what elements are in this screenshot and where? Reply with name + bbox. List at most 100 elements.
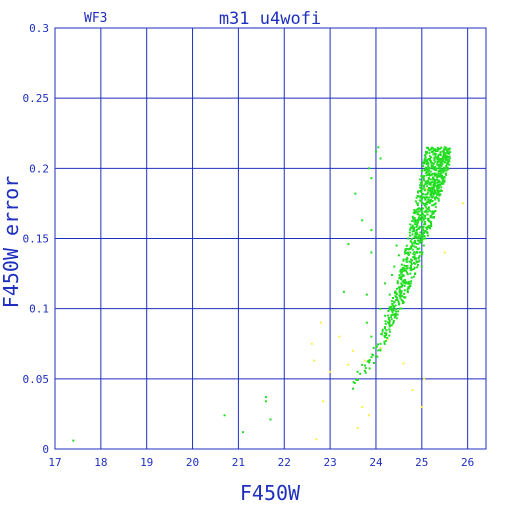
green-point	[423, 214, 426, 217]
green-point	[342, 290, 345, 293]
green-point	[431, 213, 434, 216]
green-point	[423, 168, 426, 171]
green-point	[424, 183, 427, 186]
green-point	[223, 414, 226, 417]
green-point	[406, 264, 409, 267]
green-point	[415, 246, 418, 249]
green-point	[406, 252, 409, 254]
green-point	[446, 161, 449, 164]
green-point	[420, 218, 423, 221]
green-point	[447, 158, 450, 161]
green-point	[426, 193, 429, 196]
green-point	[436, 150, 439, 152]
green-point	[433, 149, 436, 152]
green-point	[366, 360, 369, 363]
green-point	[373, 362, 375, 364]
green-point	[409, 228, 412, 231]
green-point	[419, 241, 422, 244]
green-point	[392, 313, 394, 316]
green-point	[391, 311, 394, 314]
green-point	[418, 259, 421, 262]
green-point	[404, 282, 407, 285]
green-point	[379, 157, 382, 160]
green-point	[420, 189, 423, 191]
green-point	[401, 268, 404, 271]
green-point	[442, 182, 445, 185]
green-point	[421, 211, 424, 214]
yellow-point	[402, 362, 405, 365]
green-point	[393, 265, 396, 268]
green-point	[405, 260, 408, 263]
green-point	[423, 175, 425, 178]
green-point	[427, 172, 430, 175]
green-point	[384, 320, 387, 323]
green-point	[399, 307, 401, 310]
green-point	[420, 175, 423, 178]
green-point	[438, 165, 441, 168]
green-point	[424, 204, 427, 207]
green-point	[434, 182, 436, 185]
green-point	[449, 151, 452, 154]
green-point	[264, 396, 267, 399]
green-point	[436, 146, 439, 149]
green-point	[429, 220, 432, 223]
green-point	[434, 202, 437, 205]
green-point	[414, 219, 417, 222]
green-point	[398, 274, 401, 277]
green-point	[414, 239, 416, 242]
green-point	[421, 220, 424, 223]
green-point	[411, 224, 414, 227]
green-point	[445, 157, 448, 160]
green-point	[436, 185, 438, 188]
green-point	[421, 197, 423, 200]
green-point	[423, 221, 426, 224]
green-point	[390, 309, 393, 312]
green-point	[390, 324, 393, 327]
green-point	[443, 155, 446, 158]
green-point	[410, 226, 413, 229]
y-tick-label: 0.2	[29, 162, 49, 175]
green-point	[428, 206, 430, 209]
green-point	[406, 247, 408, 250]
green-point	[429, 160, 432, 163]
green-point	[422, 207, 424, 210]
green-point	[403, 279, 406, 282]
yellow-point	[313, 359, 316, 362]
green-point	[423, 186, 426, 189]
green-point	[417, 236, 420, 239]
green-point	[443, 169, 446, 172]
green-point	[413, 212, 416, 215]
green-point	[400, 271, 403, 274]
green-point	[425, 209, 428, 212]
green-point	[364, 364, 366, 367]
green-point	[433, 159, 436, 162]
green-point	[401, 283, 404, 286]
green-point	[436, 167, 439, 170]
data-points	[72, 146, 465, 442]
green-point	[395, 244, 398, 247]
green-point	[421, 192, 424, 195]
green-point	[437, 185, 440, 188]
green-point	[425, 174, 428, 177]
green-point	[384, 322, 387, 325]
green-point	[409, 269, 412, 272]
yellow-point	[322, 400, 325, 403]
green-point	[439, 166, 442, 169]
green-point	[443, 168, 446, 171]
green-point	[375, 345, 378, 348]
green-point	[437, 172, 440, 175]
green-point	[424, 197, 427, 200]
green-point	[411, 220, 414, 223]
green-point	[434, 198, 437, 201]
green-point	[416, 239, 419, 242]
green-point	[422, 232, 425, 235]
green-point	[446, 149, 448, 152]
y-tick-label: 0.15	[23, 233, 50, 246]
green-point	[363, 369, 366, 372]
green-point	[415, 196, 418, 199]
green-point	[420, 214, 423, 216]
green-point	[422, 218, 425, 221]
green-point	[431, 191, 434, 194]
y-tick-label: 0.25	[23, 92, 50, 105]
green-point	[426, 208, 429, 210]
